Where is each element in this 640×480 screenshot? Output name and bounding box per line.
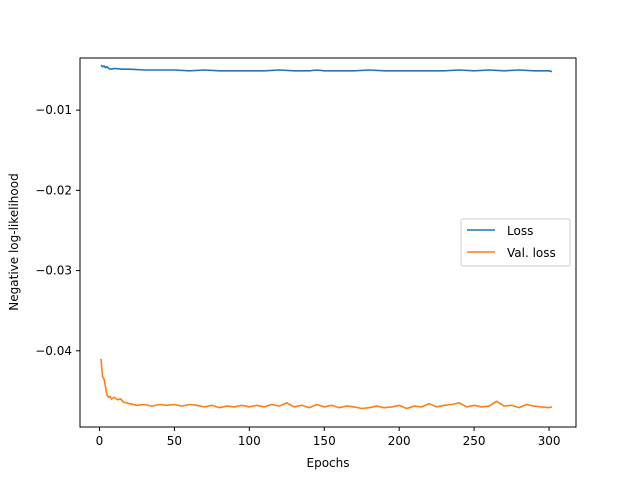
plot-frame [79,57,577,428]
plot-content [100,64,553,410]
x-tick-label: 200 [388,434,411,448]
x-tick-label: 150 [313,434,336,448]
y-tick-label: −0.04 [35,344,72,358]
y-tick-label: −0.01 [35,103,72,117]
x-tick-label: 0 [96,434,104,448]
series-line-val-loss [100,358,553,410]
x-tick-label: 50 [167,434,182,448]
legend-label-loss: Loss [507,224,533,238]
legend: Loss Val. loss [460,218,571,267]
x-axis-label: Epochs [307,456,350,470]
x-axis-ticks: 0 50 100 150 200 250 300 [96,427,561,448]
y-tick-label: −0.02 [35,183,72,197]
x-tick-label: 300 [538,434,561,448]
x-tick-label: 100 [238,434,261,448]
series-line-loss [100,64,553,73]
y-axis-label: Negative log-likelihood [7,173,21,310]
y-tick-label: −0.03 [35,264,72,278]
legend-label-val-loss: Val. loss [507,246,556,260]
y-axis-ticks: −0.01 −0.02 −0.03 −0.04 [35,103,80,358]
x-tick-label: 250 [463,434,486,448]
